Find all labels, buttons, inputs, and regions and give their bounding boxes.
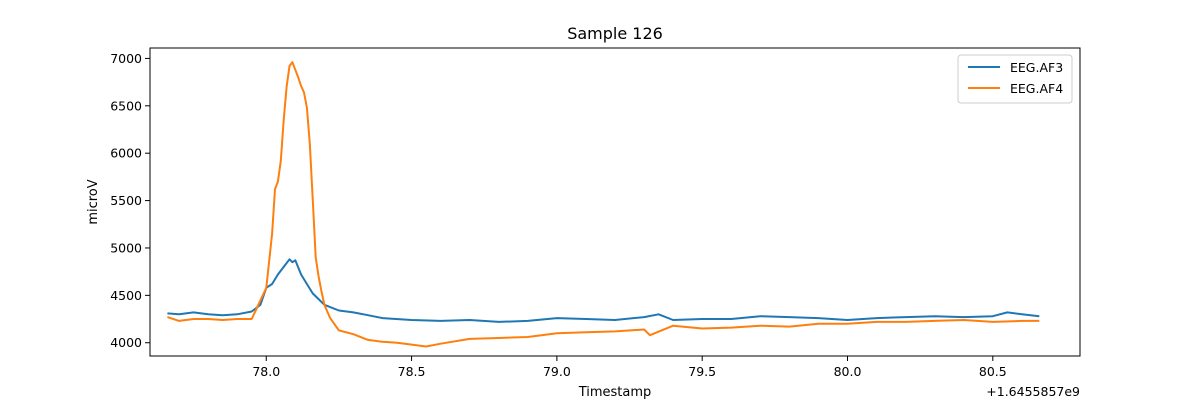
x-tick-label: 79.5 bbox=[688, 364, 716, 379]
x-tick-label: 80.5 bbox=[979, 364, 1007, 379]
x-tick-label: 78.5 bbox=[398, 364, 426, 379]
y-axis-label: microV bbox=[86, 179, 101, 224]
y-tick-label: 5500 bbox=[110, 193, 142, 208]
legend-label-eeg-af3: EEG.AF3 bbox=[1010, 60, 1063, 75]
x-tick-label: 80.0 bbox=[834, 364, 862, 379]
x-tick-label: 78.0 bbox=[252, 364, 280, 379]
y-axis: 4000 4500 5000 5500 6000 6500 7000 bbox=[110, 51, 150, 350]
x-tick-label: 79.0 bbox=[543, 364, 571, 379]
x-axis: 78.0 78.5 79.0 79.5 80.0 80.5 bbox=[252, 356, 1007, 379]
legend: EEG.AF3 EEG.AF4 bbox=[957, 54, 1073, 104]
y-tick-label: 6000 bbox=[110, 146, 142, 161]
series-layer bbox=[167, 61, 1040, 348]
series-line-eeg-af4 bbox=[167, 61, 1040, 348]
x-axis-offset-label: +1.6455857e9 bbox=[986, 384, 1080, 399]
x-axis-label: Timestamp bbox=[578, 385, 652, 400]
y-tick-label: 4500 bbox=[110, 288, 142, 303]
y-tick-label: 7000 bbox=[110, 51, 142, 66]
y-tick-label: 5000 bbox=[110, 240, 142, 255]
y-tick-label: 6500 bbox=[110, 98, 142, 113]
plot-area bbox=[149, 47, 1081, 357]
legend-label-eeg-af4: EEG.AF4 bbox=[1010, 81, 1063, 96]
chart-title: Sample 126 bbox=[567, 24, 663, 43]
y-tick-label: 4000 bbox=[110, 335, 142, 350]
